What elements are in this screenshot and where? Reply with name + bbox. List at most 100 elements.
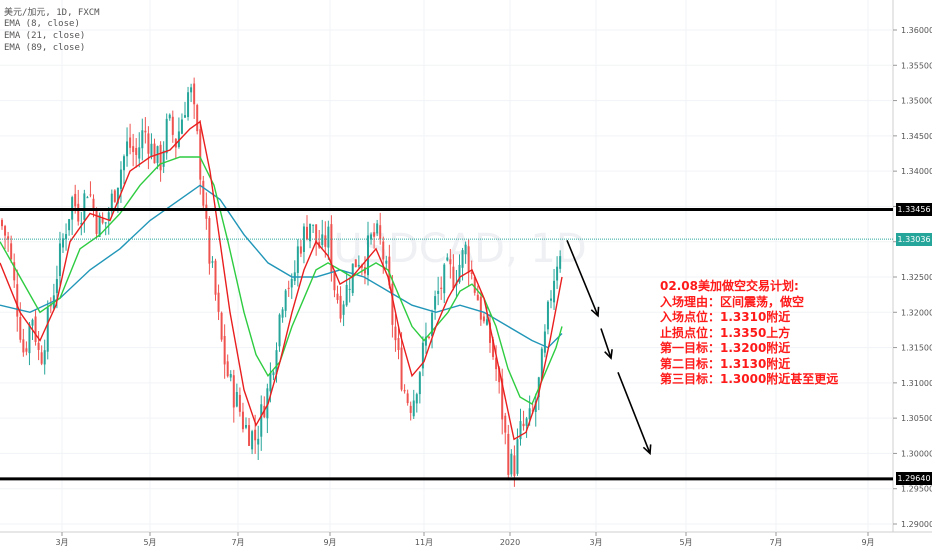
candle-body: [28, 324, 31, 354]
candle-body: [245, 424, 247, 428]
candle-body: [485, 319, 488, 325]
candle-body: [400, 347, 403, 390]
candle-body: [254, 429, 257, 441]
candle-body: [367, 235, 369, 276]
candle-body: [226, 361, 229, 377]
candle-body: [504, 415, 507, 433]
candle-body: [379, 225, 382, 240]
candle-body: [199, 129, 202, 180]
ema21-legend: EMA (21, close): [4, 31, 86, 41]
candle-body: [266, 388, 269, 419]
forecast-arrow-head: [604, 349, 613, 360]
candle-body: [153, 143, 156, 164]
candle-body: [202, 180, 205, 206]
candle-body: [220, 312, 223, 340]
candle-body: [248, 425, 251, 446]
candle-body: [351, 263, 354, 294]
trade-plan-annotation: 02.08美加做空交易计划: 入场理由：区间震荡，做空 入场点位：1.3310附…: [660, 279, 838, 388]
candle-body: [409, 405, 412, 413]
candle-body: [290, 278, 293, 288]
candle-body: [370, 234, 373, 240]
candle-body: [421, 342, 424, 369]
candle-body: [543, 331, 546, 353]
candle-body: [388, 256, 391, 286]
candle-body: [403, 390, 406, 392]
candle-body: [363, 267, 366, 274]
candle-body: [299, 246, 302, 254]
candle-body: [284, 290, 287, 311]
y-tick-label: 1.29500: [901, 485, 932, 494]
candle-body: [110, 193, 113, 212]
candle-body: [476, 294, 479, 301]
candle-body: [507, 433, 510, 475]
candle-body: [519, 421, 522, 440]
candle-body: [190, 87, 193, 93]
candle-body: [46, 307, 49, 352]
candle-body: [296, 246, 299, 273]
candle-body: [479, 296, 482, 320]
candle-body: [180, 119, 183, 134]
trade-plan-target1: 第一目标：1.3200附近: [660, 341, 791, 355]
candle-body: [113, 190, 116, 202]
candle-body: [187, 92, 190, 118]
trade-plan-target3: 第三目标：1.3000附近甚至更远: [660, 372, 839, 386]
y-tick-label: 1.35500: [901, 61, 932, 70]
candle-body: [132, 146, 135, 153]
candle-body: [165, 118, 168, 154]
candle-body: [229, 373, 232, 378]
candle-body: [495, 357, 498, 370]
candle-body: [327, 226, 330, 248]
candle-body: [95, 210, 98, 234]
y-tick-label: 1.31500: [901, 344, 932, 353]
ema8-legend: EMA (8, close): [4, 19, 80, 29]
candle-body: [211, 261, 214, 263]
candle-body: [339, 295, 342, 319]
y-tick-label: 1.29000: [901, 520, 932, 529]
candle-body: [123, 156, 125, 171]
candle-body: [68, 219, 71, 231]
candle-body: [193, 83, 196, 105]
candle-body: [260, 404, 263, 437]
candle-body: [312, 224, 315, 226]
y-tick-label: 1.30500: [901, 414, 932, 423]
candle-body: [415, 394, 418, 404]
x-tick-label: 2020: [500, 538, 520, 547]
candle-body: [159, 144, 162, 171]
forecast-arrow-shaft: [566, 239, 599, 317]
candle-body: [10, 243, 13, 260]
candle-body: [58, 243, 61, 276]
x-tick-label: 7月: [231, 538, 244, 547]
candle-body: [98, 215, 101, 238]
candle-body: [458, 264, 461, 283]
candle-body: [546, 301, 549, 330]
x-tick-label: 3月: [55, 538, 68, 547]
candles: [1, 77, 562, 487]
price-axis[interactable]: [893, 0, 932, 550]
support-price-tag: 1.29640: [896, 472, 932, 486]
forecast-arrow-shaft: [600, 328, 612, 359]
candle-body: [217, 292, 220, 312]
candle-body: [333, 271, 336, 291]
trade-plan-entry: 入场点位：1.3310附近: [660, 310, 791, 324]
candle-body: [184, 115, 186, 118]
candle-body: [443, 264, 446, 294]
candle-body: [342, 304, 345, 315]
candle-body: [345, 284, 348, 306]
ema21-line: [0, 156, 563, 406]
current-price-tag: 1.33036: [896, 232, 932, 246]
candle-body: [556, 266, 559, 281]
candle-body: [281, 309, 284, 318]
candle-body: [55, 279, 58, 294]
candle-body: [126, 141, 129, 157]
candle-body: [434, 296, 437, 310]
candle-body: [464, 244, 467, 255]
candle-body: [223, 336, 226, 365]
candle-body: [232, 375, 235, 408]
candle-body: [116, 187, 119, 204]
candle-body: [144, 130, 147, 133]
candle-body: [348, 288, 351, 290]
candle-body: [37, 342, 40, 350]
candle-body: [510, 453, 513, 475]
candle-body: [251, 431, 254, 450]
